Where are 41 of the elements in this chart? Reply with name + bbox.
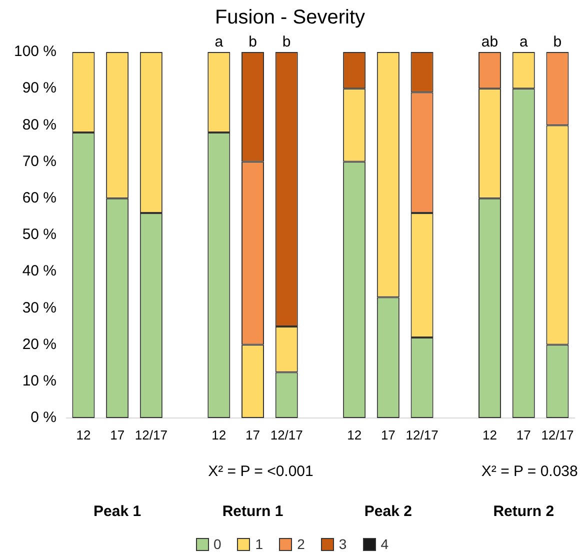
x-tick-label: 12: [347, 427, 362, 442]
y-tick-label: 50 %: [22, 226, 57, 244]
x-tick-label: 12: [482, 427, 497, 442]
y-tick-label: 10 %: [22, 372, 57, 390]
legend-label: 4: [380, 536, 388, 552]
annotation: b: [248, 34, 257, 51]
text: Peak 1: [94, 503, 142, 520]
annotation: a: [214, 34, 224, 51]
y-tick-label: 40 %: [22, 262, 57, 280]
legend-label: 2: [297, 536, 305, 552]
text: X² = P = 0.038: [481, 463, 578, 480]
x-tick-label: 17: [380, 427, 396, 442]
y-tick-label: 30 %: [22, 299, 57, 316]
y-tick-label: 70 %: [22, 152, 57, 170]
text: Return 2: [493, 503, 554, 520]
y-tick-label: 100 %: [14, 43, 57, 60]
annotation: b: [553, 34, 562, 51]
y-tick-label: 90 %: [22, 80, 57, 97]
legend-label: 1: [255, 536, 264, 552]
annotation: b: [282, 34, 291, 51]
legend-label: 0: [214, 536, 222, 552]
annotation: ab: [481, 34, 498, 51]
text: X² = P = <0.001: [208, 463, 314, 480]
x-tick-label: 12/17: [541, 427, 574, 442]
x-tick-label: 12/17: [270, 427, 303, 442]
text: Return 1: [222, 503, 284, 520]
x-tick-label: 17: [110, 427, 125, 442]
y-tick-label: 20 %: [22, 336, 57, 353]
y-tick-label: 0 %: [30, 409, 57, 426]
y-tick-label: 60 %: [22, 190, 57, 207]
x-tick-label: 12/17: [134, 427, 168, 442]
annotation: a: [519, 34, 528, 51]
x-tick-label: 17: [246, 427, 260, 442]
x-tick-label: 12: [76, 427, 91, 442]
x-tick-label: 12: [212, 427, 226, 442]
text: Peak 2: [364, 503, 412, 520]
chart-title: Fusion - Severity: [214, 6, 366, 29]
y-tick-label: 80 %: [22, 116, 57, 134]
x-tick-label: 12/17: [406, 427, 438, 442]
x-tick-label: 17: [516, 427, 531, 442]
legend-label: 3: [338, 536, 347, 552]
